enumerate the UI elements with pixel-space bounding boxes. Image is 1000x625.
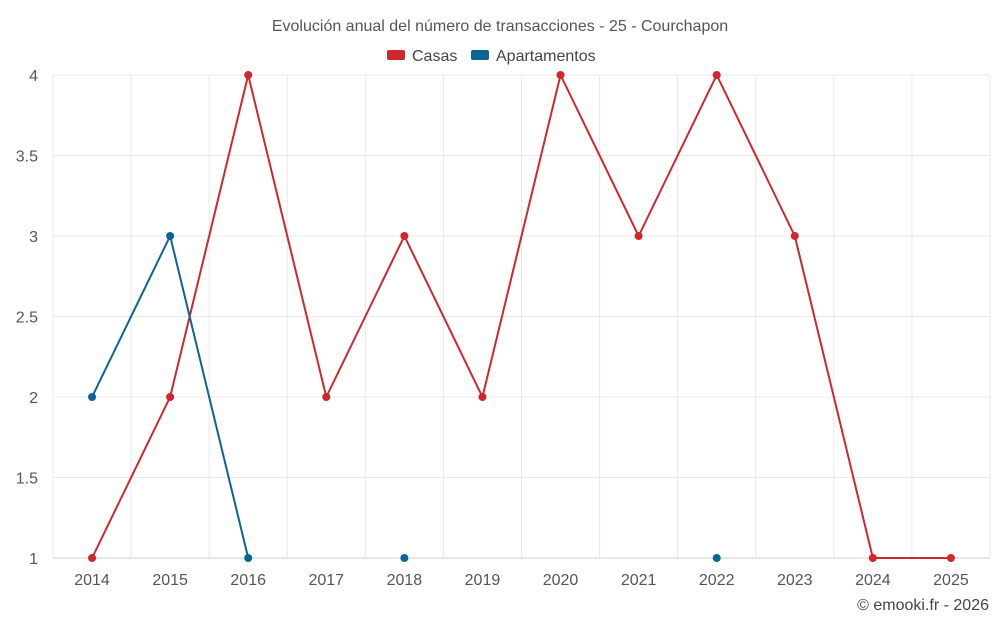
x-tick-label: 2019 [465,572,501,589]
y-axis-ticks: 1 1.5 2 2.5 3 3.5 4 [16,68,38,568]
credit-text: © emooki.fr - 2026 [857,597,989,614]
data-point-casas[interactable] [400,232,409,240]
x-tick-label: 2020 [543,572,579,589]
y-tick-label: 3.5 [16,149,38,166]
data-point-casas[interactable] [790,232,799,240]
data-point-apartamentos[interactable] [712,554,721,562]
x-tick-label: 2015 [152,572,188,589]
x-axis-ticks: 2014 2015 2016 2017 2018 2019 2020 2021 2022 2023… [74,572,969,589]
legend-swatch-apartamentos[interactable] [471,50,489,60]
data-point-apartamentos[interactable] [166,232,175,240]
data-point-casas[interactable] [88,554,97,562]
series-casas [88,71,955,562]
x-gridlines [52,75,991,558]
y-tick-label: 2 [29,390,38,407]
x-tick-label: 2025 [933,572,969,589]
x-tick-label: 2017 [308,572,344,589]
legend: Casas Apartamentos [387,48,596,65]
x-tick-label: 2022 [699,572,735,589]
series-line-casas [91,74,951,559]
data-point-apartamentos[interactable] [244,554,253,562]
y-tick-label: 3 [29,229,38,246]
legend-label-apartamentos[interactable]: Apartamentos [496,48,596,65]
y-tick-label: 1 [29,551,38,568]
legend-label-casas[interactable]: Casas [412,48,457,65]
data-point-casas[interactable] [712,71,721,79]
x-tick-label: 2024 [855,572,891,589]
data-point-casas[interactable] [478,393,487,401]
data-point-casas[interactable] [634,232,643,240]
chart-title: Evolución anual del número de transaccio… [272,18,728,35]
x-tick-label: 2023 [777,572,813,589]
y-tick-label: 4 [29,68,38,85]
data-point-casas[interactable] [322,393,331,401]
data-point-casas[interactable] [166,393,175,401]
data-point-casas[interactable] [868,554,877,562]
y-tick-label: 1.5 [16,471,38,488]
data-point-apartamentos[interactable] [88,393,97,401]
series-layer [88,71,955,562]
x-tick-label: 2016 [230,572,266,589]
y-tick-label: 2.5 [16,310,38,327]
data-point-apartamentos[interactable] [400,554,409,562]
data-point-casas[interactable] [556,71,565,79]
x-tick-label: 2014 [74,572,110,589]
x-tick-label: 2021 [621,572,657,589]
x-tick-label: 2018 [387,572,423,589]
data-point-casas[interactable] [946,554,955,562]
legend-swatch-casas[interactable] [387,50,405,60]
series-apartamentos [88,232,721,562]
data-point-casas[interactable] [244,71,253,79]
